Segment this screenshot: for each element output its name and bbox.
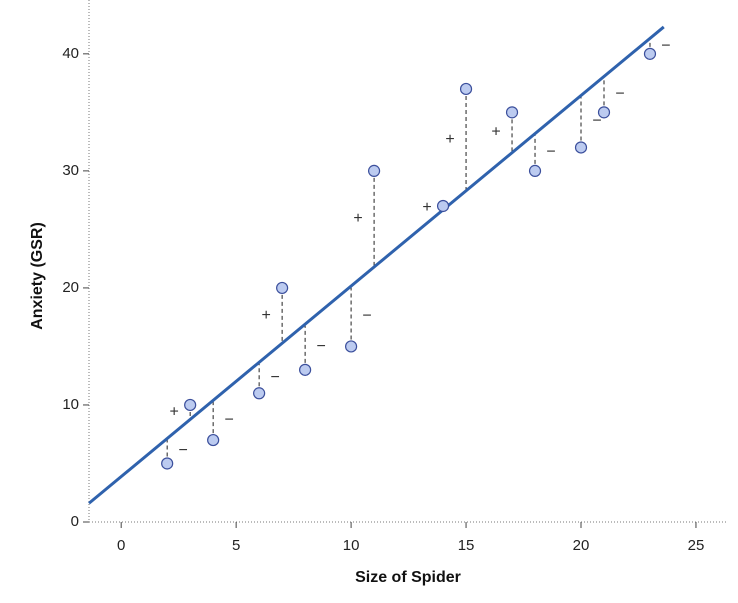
residual-sign: +: [169, 403, 178, 420]
residual-sign: +: [491, 124, 500, 141]
x-axis-label: Size of Spider: [355, 569, 461, 586]
point: [643, 47, 657, 60]
residual-sign: −: [661, 37, 670, 54]
x-tick-label: 25: [688, 537, 705, 554]
point: [436, 199, 450, 213]
residual-sign: −: [615, 86, 624, 103]
residual-sign: −: [270, 369, 279, 386]
x-tick-label: 15: [458, 537, 475, 554]
residual-sign: +: [353, 210, 362, 227]
y-tick-label: 0: [71, 513, 79, 530]
y-tick-label: 40: [62, 45, 79, 62]
point: [367, 164, 381, 177]
residual-sign: −: [362, 307, 371, 324]
fit-line: [88, 25, 665, 505]
point: [505, 106, 519, 119]
y-tick-label: 10: [62, 396, 79, 413]
y-tick-label: 20: [62, 279, 79, 296]
point: [207, 433, 220, 447]
residual-sign: +: [445, 131, 454, 148]
point: [459, 82, 473, 96]
x-tick-label: 0: [117, 537, 125, 554]
x-tick-label: 5: [232, 537, 240, 554]
x-tick-label: 20: [573, 537, 590, 554]
point: [161, 457, 174, 470]
point: [253, 387, 266, 400]
point: [299, 363, 312, 376]
point: [528, 164, 542, 177]
residual-sign: +: [261, 307, 270, 324]
residual-sign: −: [316, 338, 325, 355]
point: [597, 106, 611, 119]
point: [344, 340, 358, 353]
residual-sign: −: [178, 442, 187, 459]
y-axis-label: Anxiety (GSR): [29, 222, 46, 330]
point: [276, 281, 289, 295]
point: [184, 398, 197, 412]
residual-sign: −: [546, 143, 555, 160]
y-tick-label: 30: [62, 162, 79, 179]
residual-sign: +: [422, 199, 431, 216]
x-tick-label: 10: [343, 537, 360, 554]
point: [574, 141, 588, 154]
residual-sign: −: [224, 411, 233, 428]
residual-sign: −: [592, 113, 601, 130]
